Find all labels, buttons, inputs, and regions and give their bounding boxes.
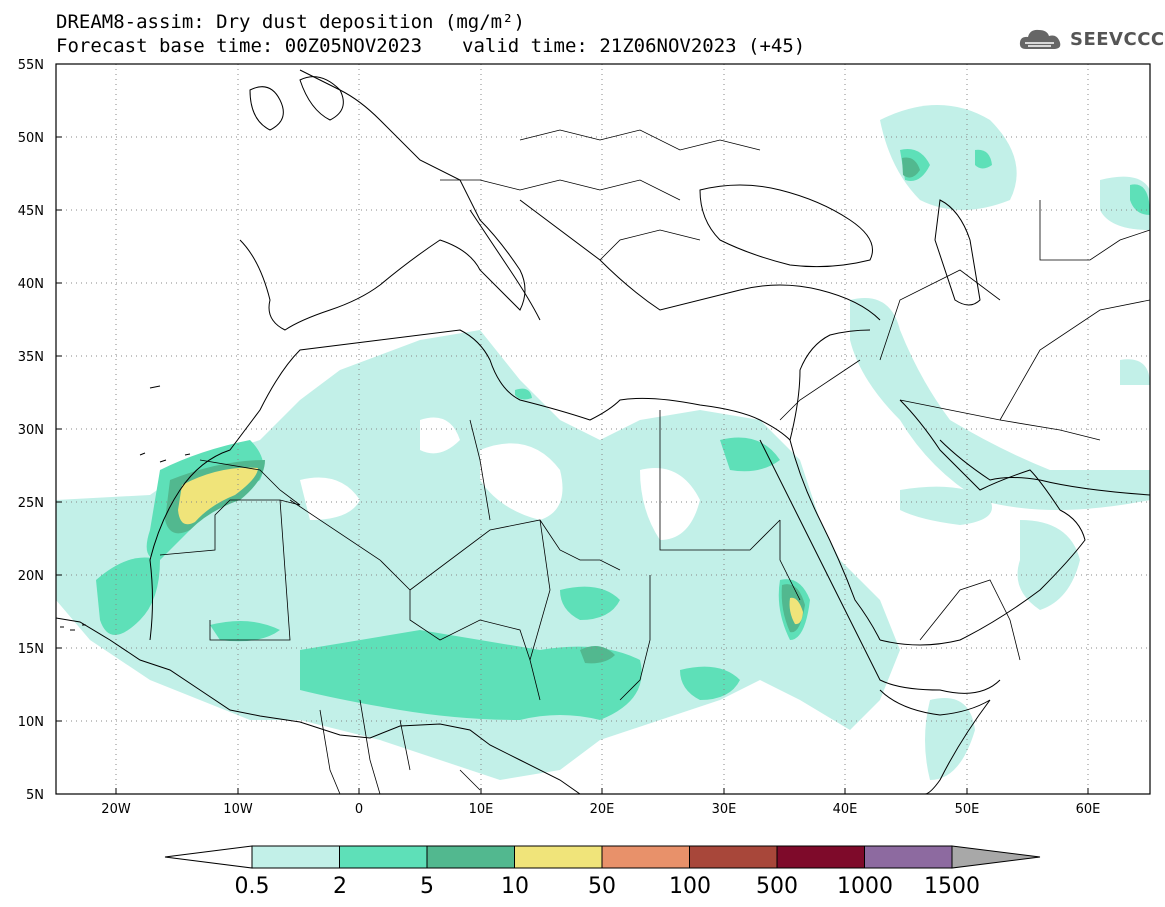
dust-level-10-50 <box>178 467 803 625</box>
cloud-icon <box>1019 29 1061 49</box>
legend-swatch <box>864 845 953 869</box>
lat-label: 15N <box>18 642 44 657</box>
latitude-labels: 55N 50N 45N 40N 35N 30N 25N 20N 15N 10N … <box>18 58 44 803</box>
map-subtitle: Forecast base time: 00Z05NOV2023 valid ti… <box>56 36 805 56</box>
lat-label: 10N <box>18 715 44 730</box>
axis-ticks <box>56 136 1089 794</box>
legend-label: 10 <box>501 874 529 899</box>
legend-labels: 0.5 2 5 10 50 100 500 1000 1500 <box>235 874 981 899</box>
base-time: Forecast base time: 00Z05NOV2023 <box>56 35 423 57</box>
lat-label: 30N <box>18 423 44 438</box>
lon-label: 0 <box>355 802 363 817</box>
lat-label: 55N <box>18 58 44 73</box>
longitude-labels: 20W 10W 0 10E 20E 30E 40E 50E 60E <box>101 802 1100 817</box>
seevccc-logo: SEEVCCC <box>1018 25 1165 53</box>
lon-label: 20W <box>101 802 131 817</box>
legend-label: 50 <box>588 874 616 899</box>
country-borders <box>159 129 1150 794</box>
legend-label: 100 <box>669 874 711 899</box>
legend-label: 0.5 <box>235 874 270 899</box>
legend-swatch <box>601 845 690 869</box>
lon-label: 30E <box>712 802 737 817</box>
legend-swatch <box>689 845 778 869</box>
legend-label: 500 <box>756 874 798 899</box>
dust-level-below-0-5 <box>300 417 700 540</box>
legend-swatch <box>514 845 603 869</box>
legend-arrow-high <box>951 845 1041 869</box>
lat-label: 40N <box>18 277 44 292</box>
lon-label: 10W <box>223 802 253 817</box>
lat-label: 45N <box>18 204 44 219</box>
legend-label: 2 <box>333 874 347 899</box>
dust-level-0-5-2 <box>56 105 1150 780</box>
legend-arrow-low <box>164 845 253 869</box>
legend-swatch <box>251 845 340 869</box>
legend-boxes <box>164 845 1041 869</box>
lon-label: 20E <box>590 802 615 817</box>
legend-swatch <box>426 845 515 869</box>
legend-label: 1500 <box>924 874 980 899</box>
legend-swatch <box>776 845 865 869</box>
lat-label: 35N <box>18 350 44 365</box>
lon-label: 10E <box>469 802 494 817</box>
lat-label: 5N <box>26 788 44 803</box>
map-title: DREAM8-assim: Dry dust deposition (mg/m²… <box>56 11 525 33</box>
legend-swatch <box>339 845 428 869</box>
legend-label: 1000 <box>837 874 893 899</box>
lat-label: 25N <box>18 496 44 511</box>
lon-label: 40E <box>833 802 858 817</box>
coastlines <box>56 69 1150 794</box>
lon-label: 60E <box>1076 802 1101 817</box>
logo-text: SEEVCCC <box>1070 28 1165 50</box>
lat-label: 20N <box>18 569 44 584</box>
valid-time: valid time: 21Z06NOV2023 (+45) <box>462 35 806 57</box>
lat-label: 50N <box>18 131 44 146</box>
legend-label: 5 <box>420 874 434 899</box>
graticule <box>56 64 1150 794</box>
lon-label: 50E <box>955 802 980 817</box>
